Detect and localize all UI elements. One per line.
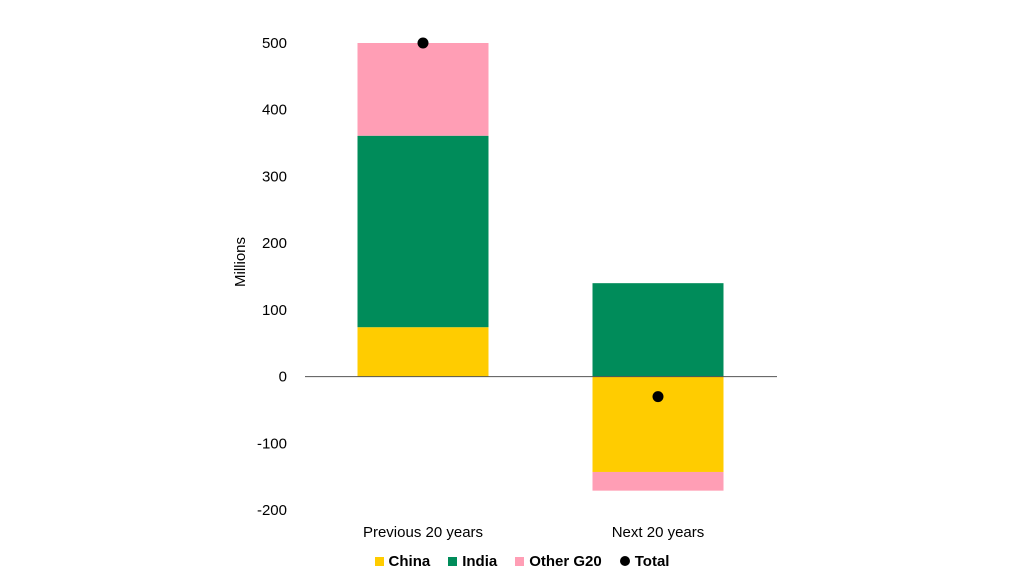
legend-item-other-g20: Other G20 — [515, 553, 602, 570]
legend-swatch-china — [374, 556, 384, 566]
legend-marker-total — [619, 556, 630, 566]
x-tick-label: Next 20 years — [612, 524, 705, 541]
y-tick-label: 400 — [262, 102, 287, 119]
y-tick-label: 200 — [262, 235, 287, 252]
x-axis-labels: Previous 20 years Next 20 years — [363, 524, 704, 541]
y-axis-ticks: 500 400 300 200 100 0 -100 -200 — [257, 35, 287, 519]
total-markers — [417, 37, 664, 403]
y-tick-label: 300 — [262, 168, 287, 185]
legend-item-total: Total — [619, 552, 670, 570]
total-point-next-20-years — [652, 391, 664, 403]
legend-item-china: China — [374, 552, 431, 570]
bars-group — [357, 43, 724, 491]
legend-label-china: China — [388, 552, 431, 570]
y-axis-title: Millions — [232, 237, 249, 287]
legend-label-total: Total — [634, 552, 670, 570]
bar-china-previous-20-years — [357, 327, 489, 377]
legend-swatch-other-g20 — [515, 556, 525, 566]
bar-china-next-20-years — [592, 376, 724, 472]
bar-india-next-20-years — [592, 283, 724, 377]
legend: China India Other G20 Total — [0, 550, 1024, 572]
bar-india-previous-20-years — [357, 135, 489, 328]
legend-label-other-g20: Other G20 — [529, 552, 602, 570]
bar-other-g20-next-20-years — [592, 471, 724, 491]
y-tick-label: 0 — [279, 369, 287, 386]
y-tick-label: -100 — [257, 435, 287, 452]
x-tick-label: Previous 20 years — [363, 524, 483, 541]
y-tick-label: -200 — [257, 502, 287, 519]
legend-swatch-india — [448, 556, 458, 566]
total-point-previous-20-years — [417, 37, 429, 49]
y-tick-label: 100 — [262, 302, 287, 319]
y-tick-label: 500 — [262, 35, 287, 52]
bar-other-g20-previous-20-years — [357, 43, 489, 136]
legend-item-india: India — [448, 553, 497, 570]
legend-label-india: India — [462, 552, 498, 570]
